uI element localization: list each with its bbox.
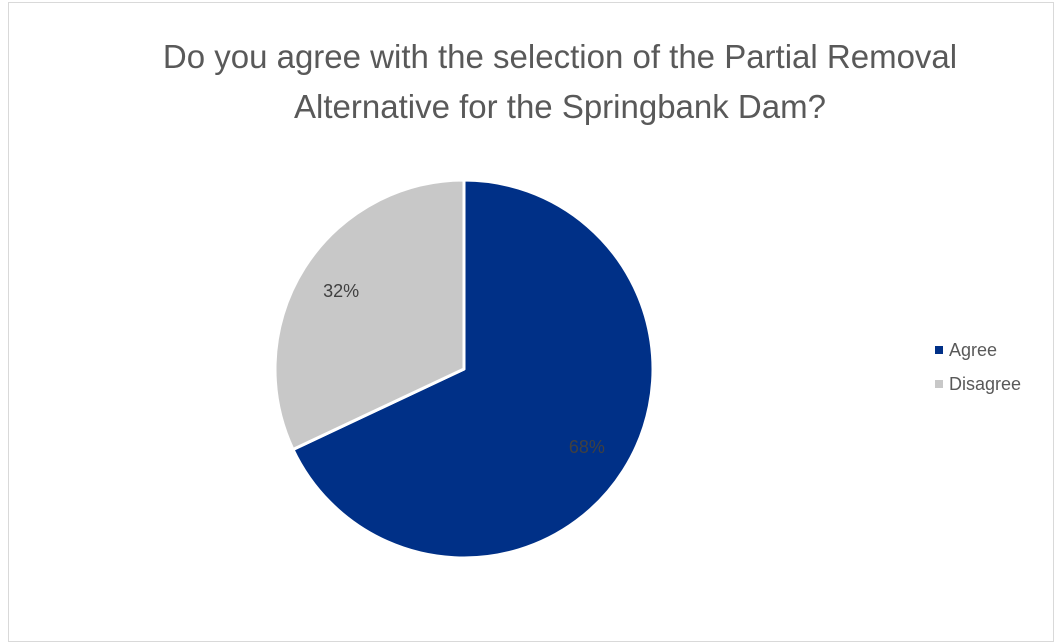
pie-slice-disagree — [273, 178, 466, 451]
pie-chart: 68% 32% — [273, 178, 655, 560]
legend-item-disagree: Disagree — [935, 367, 1021, 401]
legend-swatch-agree — [935, 346, 943, 354]
pie-slice-agree — [291, 178, 655, 560]
chart-title: Do you agree with the selection of the P… — [162, 38, 958, 125]
legend-label-disagree: Disagree — [949, 373, 1022, 394]
chart-legend: Agree Disagree — [935, 333, 1021, 401]
legend-swatch-disagree — [935, 380, 943, 388]
data-label-disagree: 32% — [323, 281, 359, 301]
legend-label-agree: Agree — [949, 339, 998, 360]
legend-item-agree: Agree — [935, 333, 1021, 367]
data-label-agree: 68% — [569, 437, 605, 457]
